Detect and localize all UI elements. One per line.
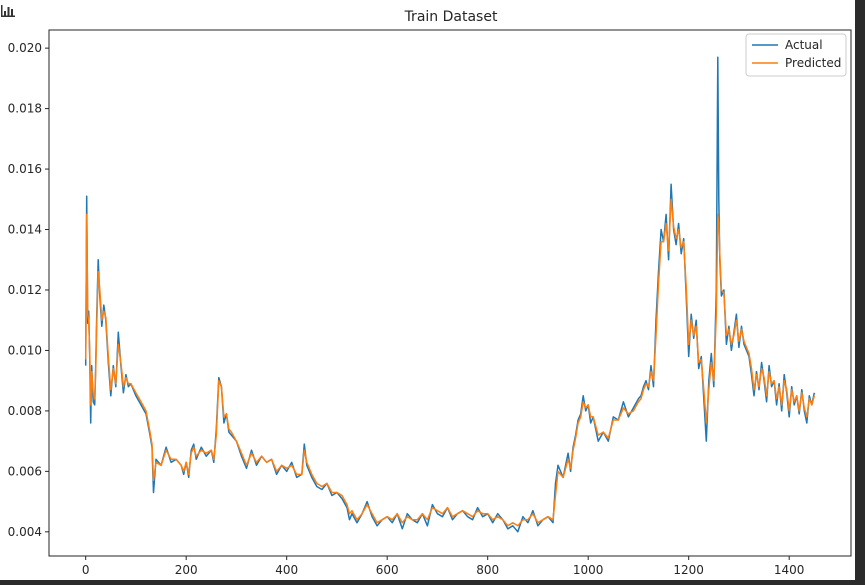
series-line-predicted: [84, 198, 816, 527]
legend-label-actual: Actual: [785, 38, 823, 52]
bar-chart-icon[interactable]: [1, 5, 15, 17]
x-tick-label: 800: [476, 563, 499, 577]
axes-frame: [48, 29, 852, 557]
chart: Train Dataset 0 200 400 600 800 1000 1200 1400 …: [8, 9, 852, 577]
y-tick-label: 0.018: [8, 102, 42, 116]
series-line-actual: [84, 56, 816, 533]
y-tick-label: 0.008: [8, 404, 42, 418]
y-tick-label: 0.014: [8, 223, 42, 237]
chart-title: Train Dataset: [404, 9, 498, 25]
y-tick-label: 0.006: [8, 464, 42, 478]
x-tick-label: 1400: [774, 563, 805, 577]
y-tick-label: 0.010: [8, 343, 42, 357]
x-tick-label: 1000: [573, 563, 604, 577]
y-axis: 0.004 0.006 0.008 0.010 0.012 0.014 0.016 0.018…: [8, 41, 49, 539]
window-frame-right: [855, 0, 865, 585]
legend: Actual Predicted: [745, 33, 847, 77]
x-tick-label: 600: [376, 563, 399, 577]
y-tick-label: 0.016: [8, 162, 42, 176]
x-tick-label: 0: [82, 563, 90, 577]
x-tick-label: 400: [275, 563, 298, 577]
x-axis: 0 200 400 600 800 1000 1200 1400: [82, 556, 805, 577]
y-tick-label: 0.020: [8, 41, 42, 55]
x-tick-label: 1200: [673, 563, 704, 577]
legend-label-predicted: Predicted: [785, 56, 841, 70]
y-tick-label: 0.004: [8, 525, 42, 539]
plot-area: [84, 56, 816, 533]
x-tick-label: 200: [175, 563, 198, 577]
y-tick-label: 0.012: [8, 283, 42, 297]
window-frame-bottom: [0, 580, 865, 585]
